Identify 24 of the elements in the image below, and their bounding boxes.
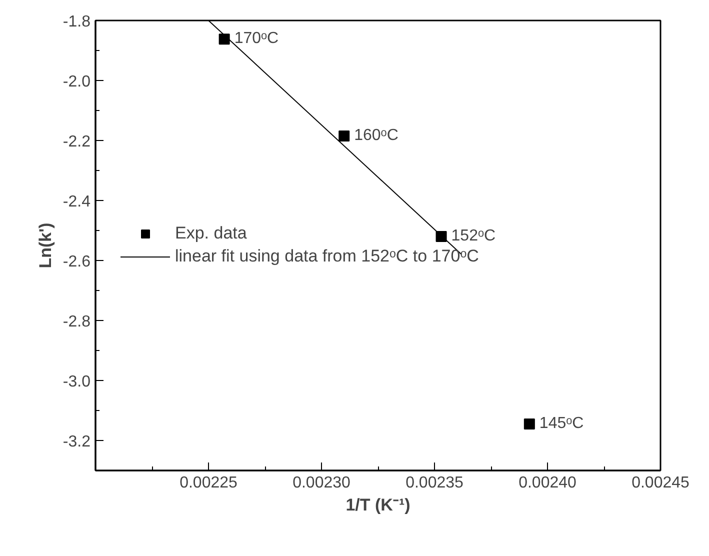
y-tick-label: -3.2 — [62, 434, 91, 450]
y-tick-label: -2.8 — [62, 314, 91, 330]
y-tick-label: -2.6 — [62, 254, 91, 270]
point — [338, 130, 350, 142]
x-tick-label: 0.00235 — [406, 474, 464, 492]
annotation: 170ᵒC — [234, 30, 279, 48]
point — [524, 418, 535, 430]
x-tick-label: 0.00230 — [292, 474, 351, 492]
point — [218, 34, 230, 45]
x-tick-label: 0.00225 — [180, 474, 238, 492]
annotation: 152ᵒC — [451, 228, 496, 244]
x-axis-title: 1/T (K⁻¹) — [346, 496, 410, 514]
annotation: 160ᵒC — [354, 127, 398, 144]
y-tick-label: -2.2 — [62, 134, 91, 150]
legend-label: Exp. data — [175, 224, 247, 244]
x-tick-label: 0.00245 — [632, 474, 690, 492]
y-tick-label: -2.4 — [62, 194, 91, 210]
y-axis-title: Ln(k') — [36, 222, 55, 268]
y-tick-label: -1.8 — [62, 14, 91, 30]
y-tick-label: -2.0 — [62, 74, 91, 90]
y-tick-label: -3.0 — [62, 374, 91, 390]
x-tick-label: 0.00240 — [518, 474, 577, 492]
legend-label: linear fit using data from 152ᵒC to 170ᵒC — [175, 246, 479, 266]
annotation: 145ᵒC — [539, 415, 584, 432]
